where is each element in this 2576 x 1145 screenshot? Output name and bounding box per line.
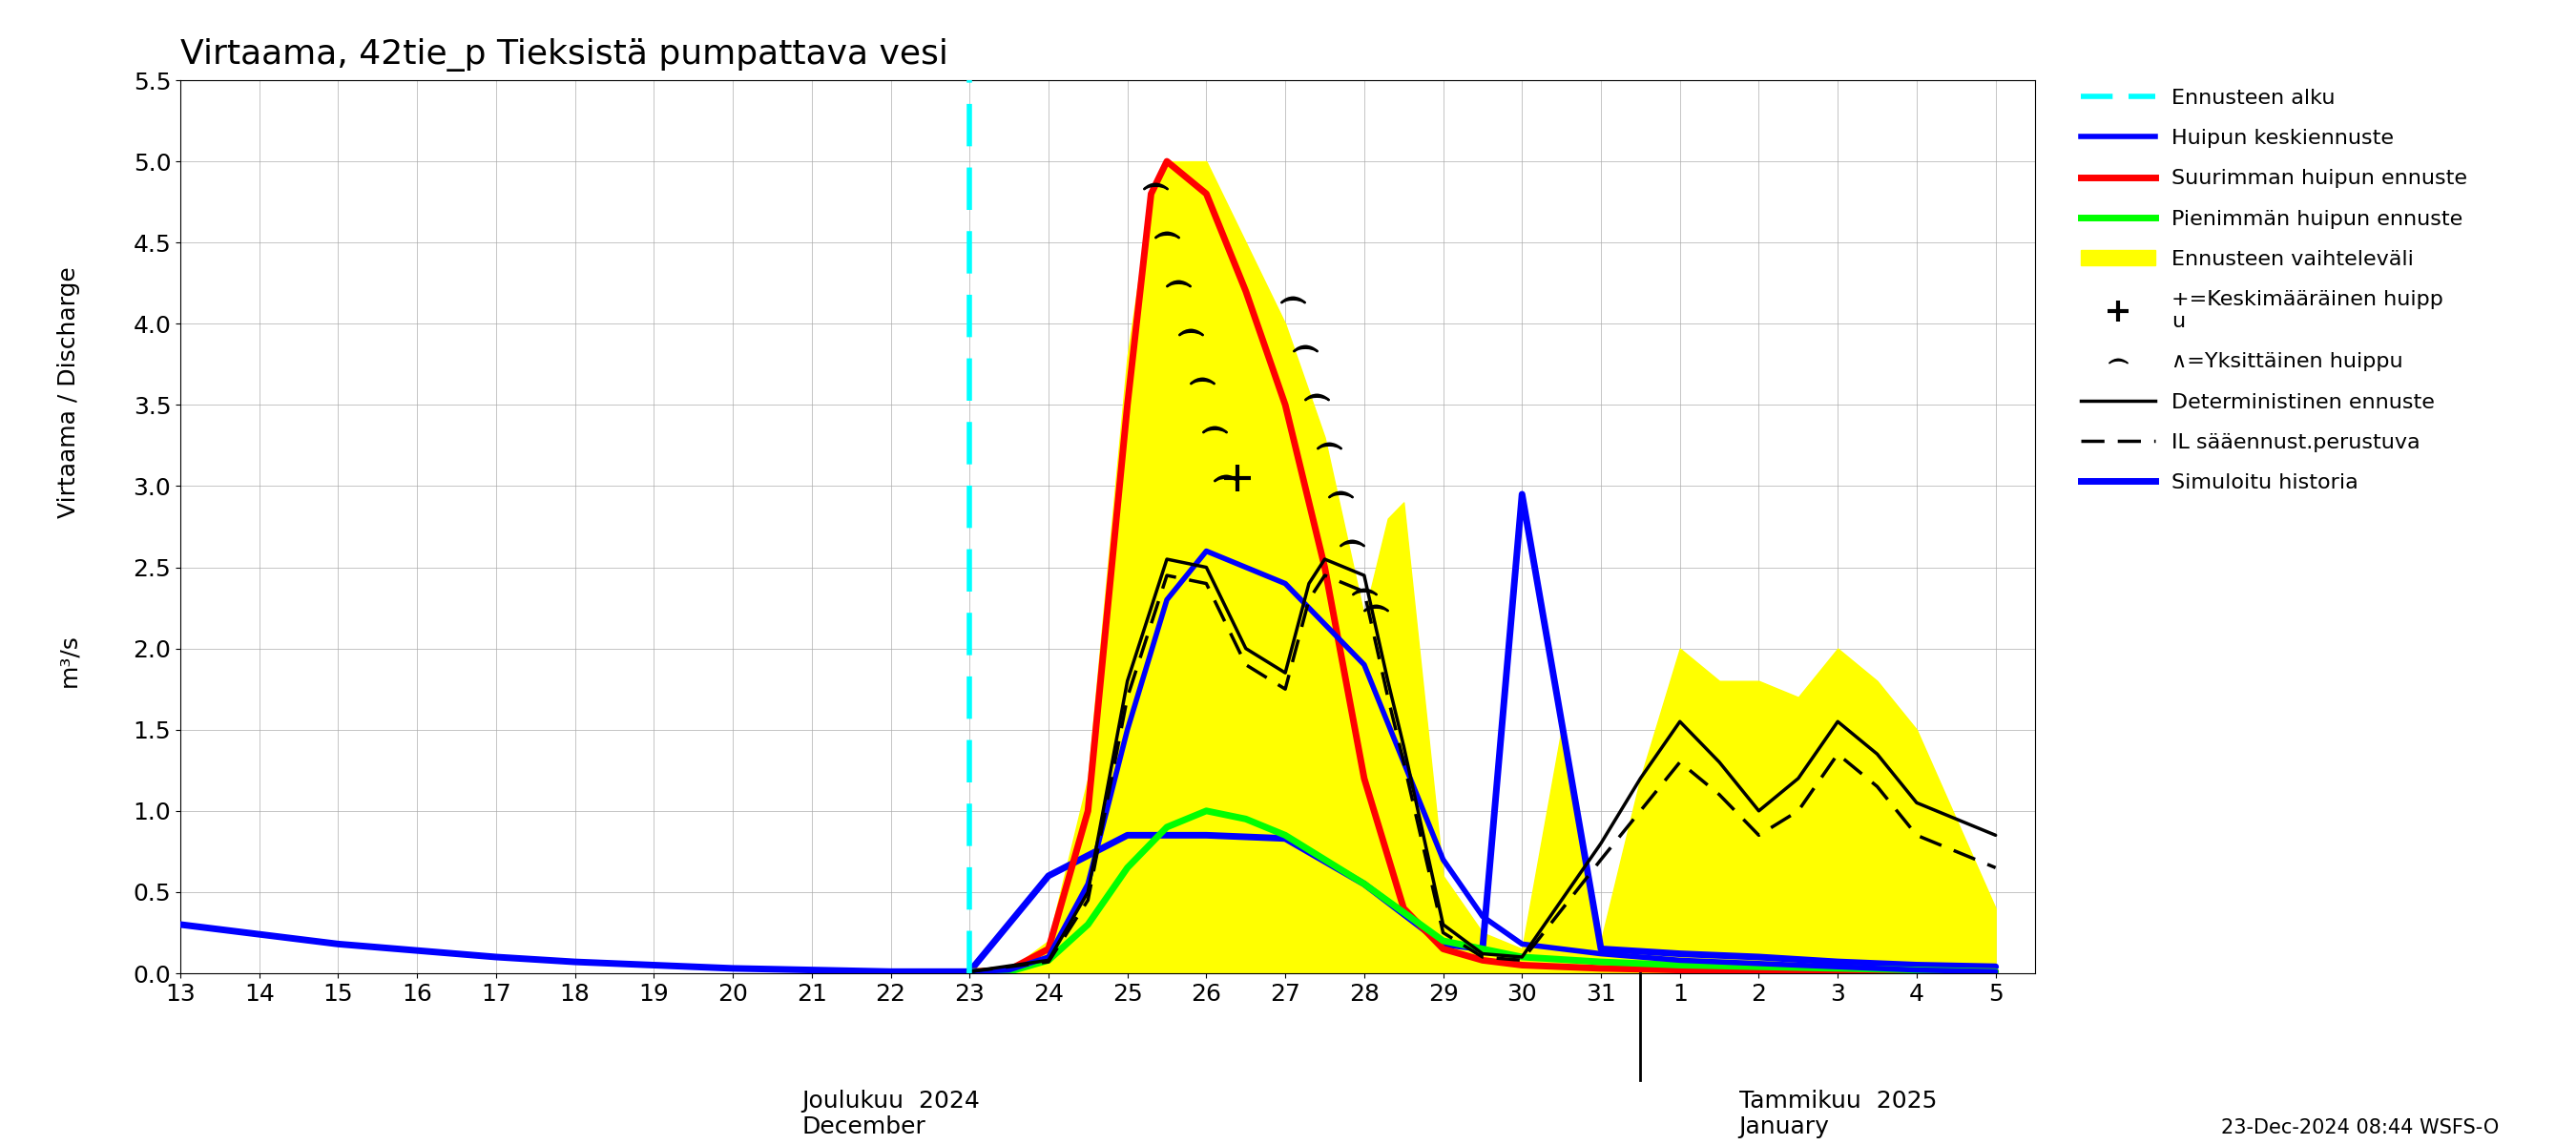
Text: Tammikuu  2025
January: Tammikuu 2025 January [1739, 1089, 1937, 1139]
Legend: Ennusteen alku, Huipun keskiennuste, Suurimman huipun ennuste, Pienimmän huipun : Ennusteen alku, Huipun keskiennuste, Suu… [2071, 80, 2476, 500]
Text: Joulukuu  2024
December: Joulukuu 2024 December [801, 1089, 979, 1139]
Text: Virtaama / Discharge: Virtaama / Discharge [57, 267, 80, 519]
Text: Virtaama, 42tie_p Tieksistä pumpattava vesi: Virtaama, 42tie_p Tieksistä pumpattava v… [180, 39, 948, 72]
Text: m³/s: m³/s [57, 634, 80, 687]
Text: 23-Dec-2024 08:44 WSFS-O: 23-Dec-2024 08:44 WSFS-O [2221, 1119, 2499, 1137]
